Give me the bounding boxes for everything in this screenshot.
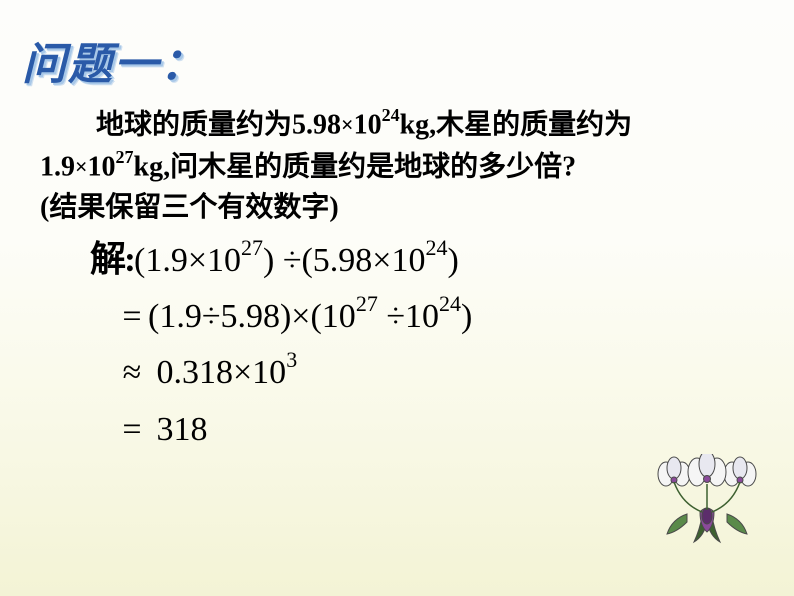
v1e: 24: [382, 105, 400, 125]
sol-line-1: 解:(1.9×1027) ÷(5.98×1024): [90, 230, 472, 289]
l2ae: 27: [356, 291, 378, 316]
l2a: (1.9÷5.98)×(10: [148, 298, 356, 335]
m2: ×: [75, 154, 88, 179]
l2eq: =: [116, 289, 148, 345]
l1ae: 27: [241, 235, 263, 260]
l2be: 24: [439, 291, 461, 316]
v1u: kg,: [400, 109, 437, 140]
v1t: 10: [354, 109, 382, 140]
l1b: ) ÷(5.98×10: [263, 242, 425, 279]
note: (结果保留三个有效数字): [40, 192, 339, 223]
l1a: (1.9×10: [134, 242, 241, 279]
l4a: 318: [148, 411, 208, 448]
v1b: 5.98: [292, 109, 341, 140]
sol-line-3: ≈ 0.318×103: [90, 345, 472, 401]
m1: ×: [341, 112, 354, 137]
p2: 木星的质量约为: [436, 109, 632, 140]
l2c: ): [461, 298, 472, 335]
v2t: 10: [88, 151, 116, 182]
v2e: 27: [116, 147, 134, 167]
p3: 问木星的质量约是地球的多少倍: [170, 151, 562, 182]
problem-text: 地球的质量约为5.98×1024kg,木星的质量约为 1.9×1027kg,问木…: [40, 104, 760, 228]
p1: 地球的质量约为: [96, 109, 292, 140]
v2b: 1.9: [40, 151, 75, 182]
l3a: 0.318×10: [148, 354, 286, 391]
v2u: kg,: [134, 151, 171, 182]
heading-title: 问题一：: [22, 28, 206, 92]
l1c: ): [447, 242, 458, 279]
flower-icon: [652, 454, 762, 554]
sol-label: 解:: [90, 239, 134, 279]
solution-block: 解:(1.9×1027) ÷(5.98×1024) =(1.9÷5.98)×(1…: [90, 230, 472, 458]
l4eq: =: [116, 402, 148, 458]
sol-line-4: = 318: [90, 402, 472, 458]
sol-line-2: =(1.9÷5.98)×(1027 ÷1024): [90, 289, 472, 345]
qm: ?: [562, 151, 576, 182]
l3ae: 3: [286, 347, 297, 372]
l3eq: ≈: [116, 345, 148, 401]
l2b: ÷10: [378, 298, 439, 335]
l1be: 24: [425, 235, 447, 260]
